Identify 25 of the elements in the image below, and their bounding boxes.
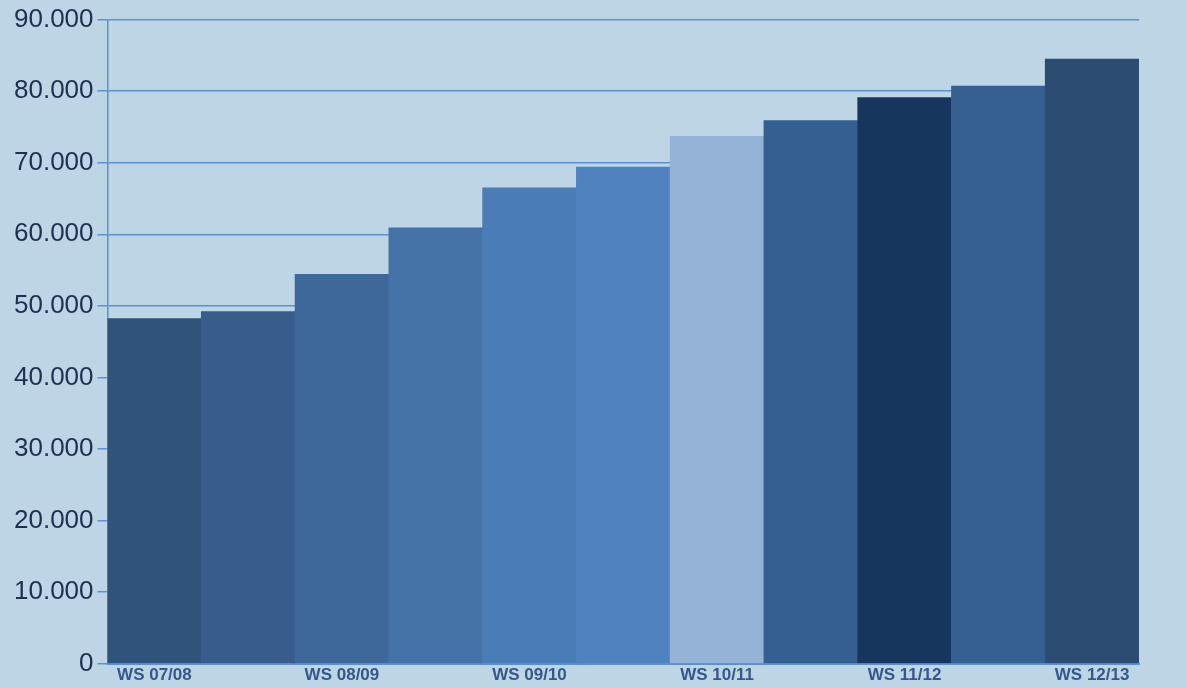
bar: [107, 318, 202, 664]
x-tick-label: WS 09/10: [492, 665, 567, 685]
bar: [951, 85, 1046, 664]
y-tick-label: 30.000: [13, 432, 94, 463]
y-tick-label: 0: [79, 646, 94, 677]
y-tick-label: 80.000: [13, 74, 94, 105]
bar: [669, 135, 765, 664]
bar: [857, 97, 952, 664]
y-tick-label: 50.000: [13, 288, 94, 319]
y-tick-label: 90.000: [13, 2, 94, 33]
bar: [200, 311, 296, 664]
x-tick-label: WS 12/13: [1054, 665, 1130, 685]
y-tick-label: 60.000: [13, 217, 94, 248]
x-tick-label: WS 10/11: [680, 665, 754, 685]
bar: [388, 227, 483, 664]
bar: [294, 274, 390, 664]
bar: [763, 120, 859, 664]
y-tick-label: 20.000: [13, 503, 94, 534]
x-tick-label: WS 11/12: [867, 665, 942, 685]
y-tick-label: 10.000: [13, 575, 94, 606]
x-tick-label: WS 07/08: [117, 665, 192, 685]
y-tick-label: 70.000: [13, 145, 94, 176]
bar: [1044, 58, 1139, 664]
y-tick-label: 40.000: [13, 360, 94, 391]
x-tick-label: WS 08/09: [304, 665, 380, 685]
